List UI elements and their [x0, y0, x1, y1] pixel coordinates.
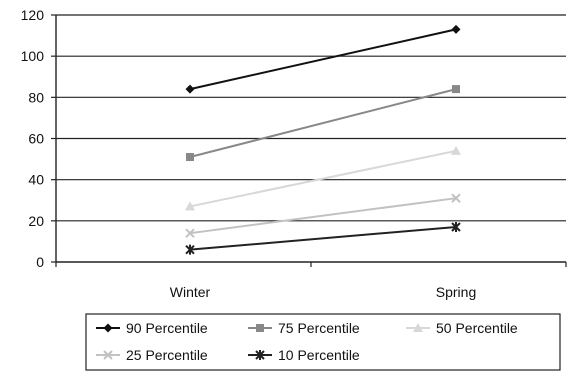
legend-box	[85, 313, 561, 371]
legend-item: 10 Percentile	[248, 347, 360, 363]
data-point	[186, 153, 194, 162]
data-point-shape	[451, 24, 461, 34]
legend: 90 Percentile 75 Percentile 50 Percentile 2…	[85, 313, 561, 371]
y-tick-label: 40	[28, 172, 44, 188]
y-tick-label: 0	[36, 254, 44, 270]
legend-item: 25 Percentile	[96, 347, 208, 363]
series-line-5	[189, 226, 457, 251]
legend-marker-shape	[413, 323, 423, 332]
gridlines	[56, 14, 566, 222]
series-line-1	[189, 28, 457, 91]
legend-marker	[256, 324, 264, 332]
y-tick-label: 80	[28, 89, 44, 105]
y-tick-label: 20	[28, 213, 44, 229]
legend-marker	[255, 350, 265, 360]
data-point-shape	[185, 201, 195, 211]
axes: 0 20 40 60 80 100 120 Winter Spring	[21, 7, 567, 300]
legend-marker-shape	[256, 324, 264, 332]
data-point-stroke-b	[185, 228, 195, 238]
y-tick-label: 60	[28, 131, 44, 147]
legend-item: 75 Percentile	[248, 320, 360, 336]
legend-label: 10 Percentile	[278, 347, 360, 363]
data-point	[185, 244, 195, 255]
legend-label: 90 Percentile	[126, 320, 208, 336]
y-tick-label: 100	[21, 48, 45, 64]
series-line-2	[189, 88, 457, 158]
legend-marker	[103, 323, 113, 333]
x-tick-label: Spring	[436, 284, 476, 300]
data-point	[451, 222, 461, 233]
data-point-shape	[451, 145, 461, 155]
data-point	[451, 193, 461, 203]
legend-marker	[413, 323, 423, 332]
legend-item: 50 Percentile	[406, 320, 518, 336]
data-point-shape	[186, 153, 194, 162]
legend-label: 75 Percentile	[278, 320, 360, 336]
data-point-shape	[452, 85, 460, 94]
data-point	[451, 145, 461, 155]
legend-item: 90 Percentile	[96, 320, 208, 336]
legend-marker-stroke-b	[103, 350, 113, 360]
data-point	[452, 85, 460, 94]
data-point	[185, 228, 195, 238]
data-point	[185, 201, 195, 211]
y-tick-label: 120	[21, 7, 45, 23]
data-point-stroke-b	[451, 193, 461, 203]
series-line-4	[189, 197, 457, 235]
legend-marker	[103, 350, 113, 360]
legend-marker-shape	[103, 323, 113, 333]
series-line-3	[189, 149, 457, 208]
data-point	[451, 24, 461, 34]
legend-label: 50 Percentile	[436, 320, 518, 336]
data-point	[185, 84, 195, 94]
legend-label: 25 Percentile	[126, 347, 208, 363]
series-group	[185, 24, 461, 255]
data-point-shape	[185, 84, 195, 94]
x-tick-label: Winter	[170, 284, 211, 300]
